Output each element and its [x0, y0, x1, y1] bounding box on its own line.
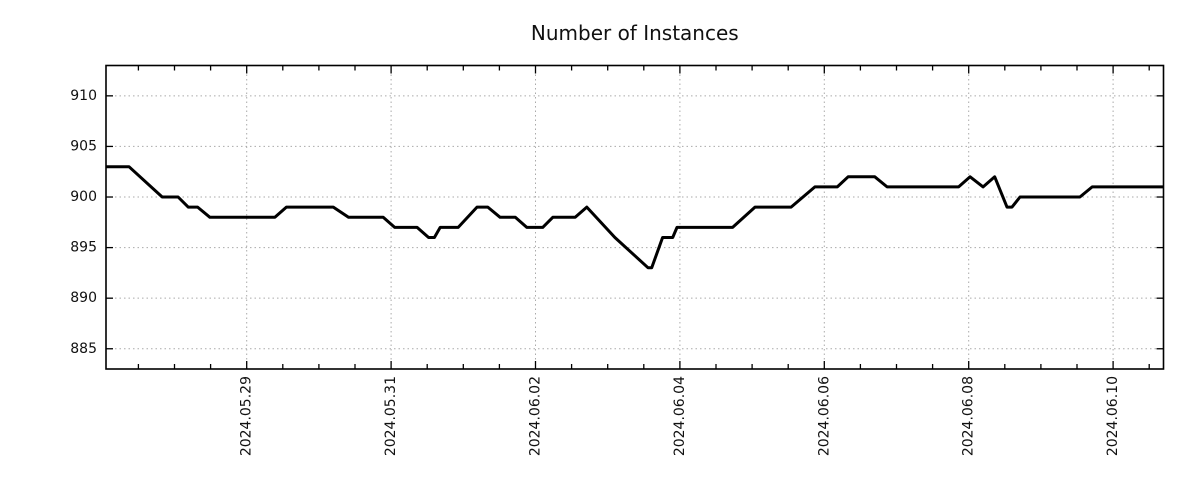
chart-title: Number of Instances: [531, 21, 739, 45]
y-tick-label: 910: [70, 88, 97, 104]
x-tick-label: 2024.06.04: [672, 376, 688, 456]
series-layer: [106, 165, 1164, 270]
tick-labels-layer: 885 890 895 900 905 910 2024.05.29 2024.05.31 20…: [70, 88, 1121, 456]
x-tick-label: 2024.06.06: [816, 376, 832, 456]
y-tick-label: 885: [70, 341, 97, 357]
x-tick-label: 2024.05.29: [239, 376, 255, 456]
series-line-instances: [106, 165, 1164, 270]
y-tick-label: 895: [70, 240, 97, 256]
x-tick-label: 2024.05.31: [383, 376, 399, 456]
x-tick-label: 2024.06.10: [1105, 376, 1121, 456]
x-tick-label: 2024.06.02: [528, 376, 544, 456]
x-tick-label: 2024.06.08: [961, 376, 977, 456]
plot-frame: [105, 64, 1165, 370]
y-tick-label: 905: [70, 138, 97, 154]
y-tick-label: 890: [70, 290, 97, 306]
y-tick-label: 900: [70, 189, 97, 205]
axes-layer: [105, 64, 1165, 370]
grid-layer: [106, 65, 1164, 369]
